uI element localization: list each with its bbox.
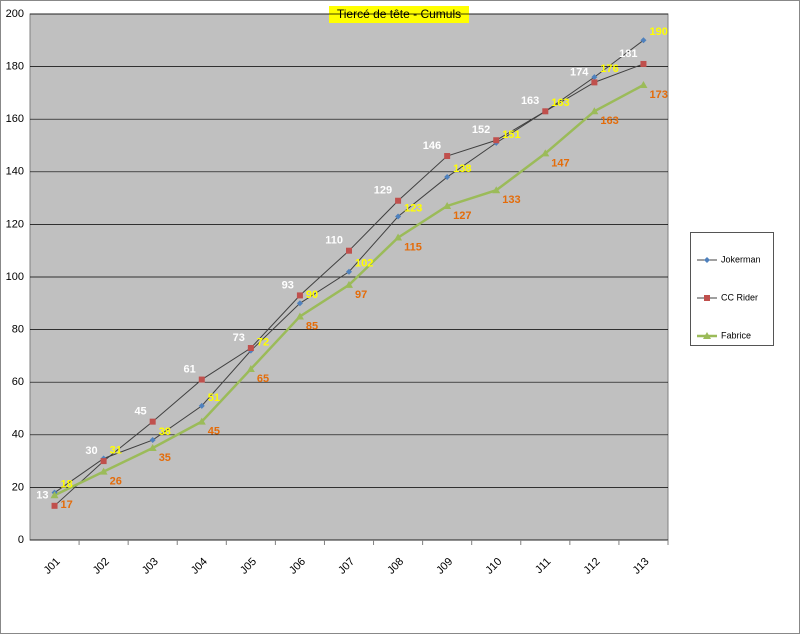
data-label: 163 bbox=[600, 115, 618, 127]
data-label: 163 bbox=[551, 97, 569, 109]
legend-label: Jokerman bbox=[721, 254, 761, 264]
marker bbox=[395, 197, 402, 204]
marker bbox=[100, 458, 107, 465]
marker bbox=[541, 149, 550, 157]
y-tick-label: 160 bbox=[6, 113, 24, 125]
marker bbox=[99, 467, 108, 475]
marker bbox=[704, 295, 710, 301]
title-background bbox=[329, 6, 469, 23]
data-label: 38 bbox=[159, 426, 171, 438]
marker bbox=[345, 280, 353, 288]
marker bbox=[703, 332, 711, 339]
data-label: 13 bbox=[36, 490, 48, 502]
data-label: 90 bbox=[306, 289, 318, 301]
y-tick-label: 60 bbox=[12, 376, 24, 388]
data-label: 123 bbox=[404, 202, 422, 214]
marker bbox=[247, 345, 254, 352]
marker bbox=[148, 443, 157, 451]
data-label: 35 bbox=[159, 452, 171, 464]
marker bbox=[346, 247, 352, 254]
data-label: 102 bbox=[355, 258, 373, 270]
data-label: 31 bbox=[110, 444, 122, 456]
y-tick-label: 140 bbox=[6, 166, 24, 178]
y-tick-label: 120 bbox=[6, 218, 24, 230]
marker bbox=[149, 418, 156, 425]
y-tick-label: 80 bbox=[12, 324, 24, 336]
marker bbox=[296, 300, 303, 307]
data-label: 190 bbox=[649, 26, 667, 38]
data-label: 115 bbox=[404, 241, 422, 253]
marker bbox=[394, 233, 403, 241]
data-label: 45 bbox=[134, 406, 146, 418]
marker bbox=[295, 312, 304, 320]
data-label: 147 bbox=[551, 157, 569, 169]
legend-label: Fabrice bbox=[721, 330, 751, 340]
marker bbox=[149, 437, 156, 444]
data-label: 173 bbox=[649, 89, 667, 101]
data-label: 181 bbox=[619, 48, 637, 60]
marker bbox=[591, 74, 598, 81]
y-tick-label: 0 bbox=[18, 534, 24, 546]
y-tick-label: 200 bbox=[6, 8, 24, 20]
marker bbox=[51, 502, 58, 509]
marker bbox=[640, 60, 647, 67]
marker bbox=[704, 257, 710, 263]
marker bbox=[542, 108, 549, 115]
data-label: 152 bbox=[472, 124, 490, 136]
data-label: 61 bbox=[184, 363, 196, 375]
legend-label: CC Rider bbox=[721, 292, 758, 302]
y-tick-label: 20 bbox=[12, 481, 24, 493]
data-label: 174 bbox=[570, 66, 589, 78]
data-label: 72 bbox=[257, 337, 269, 349]
data-label: 138 bbox=[453, 163, 471, 175]
marker bbox=[493, 137, 500, 144]
marker bbox=[346, 268, 352, 275]
data-label: 85 bbox=[306, 320, 318, 332]
marker bbox=[492, 186, 501, 194]
marker bbox=[50, 491, 59, 499]
data-label: 26 bbox=[110, 476, 122, 488]
data-label: 17 bbox=[61, 499, 73, 511]
data-label: 18 bbox=[61, 479, 73, 491]
marker bbox=[395, 213, 402, 220]
marker bbox=[590, 107, 599, 115]
data-label: 146 bbox=[423, 140, 441, 152]
marker bbox=[246, 365, 255, 373]
data-label: 65 bbox=[257, 373, 269, 385]
data-label: 93 bbox=[282, 279, 294, 291]
marker bbox=[296, 292, 303, 299]
data-label: 51 bbox=[208, 392, 220, 404]
marker bbox=[591, 79, 598, 86]
marker bbox=[639, 81, 648, 89]
data-label: 97 bbox=[355, 289, 367, 301]
data-label: 30 bbox=[85, 445, 97, 457]
marker bbox=[443, 201, 452, 209]
marker bbox=[444, 174, 451, 181]
data-label: 176 bbox=[600, 63, 618, 75]
marker bbox=[444, 153, 451, 160]
data-label: 73 bbox=[233, 332, 245, 344]
data-label: 133 bbox=[502, 194, 520, 206]
y-tick-label: 40 bbox=[12, 429, 24, 441]
legend bbox=[690, 232, 774, 346]
data-label: 127 bbox=[453, 210, 471, 222]
data-label: 129 bbox=[374, 185, 392, 197]
y-tick-label: 180 bbox=[6, 61, 24, 73]
data-label: 151 bbox=[502, 129, 520, 141]
data-label: 45 bbox=[208, 426, 220, 438]
marker bbox=[198, 376, 205, 383]
marker bbox=[198, 402, 205, 409]
data-label: 163 bbox=[521, 95, 539, 107]
marker bbox=[640, 37, 647, 44]
data-label: 110 bbox=[325, 235, 343, 247]
marker bbox=[197, 417, 206, 425]
y-tick-label: 100 bbox=[6, 271, 24, 283]
